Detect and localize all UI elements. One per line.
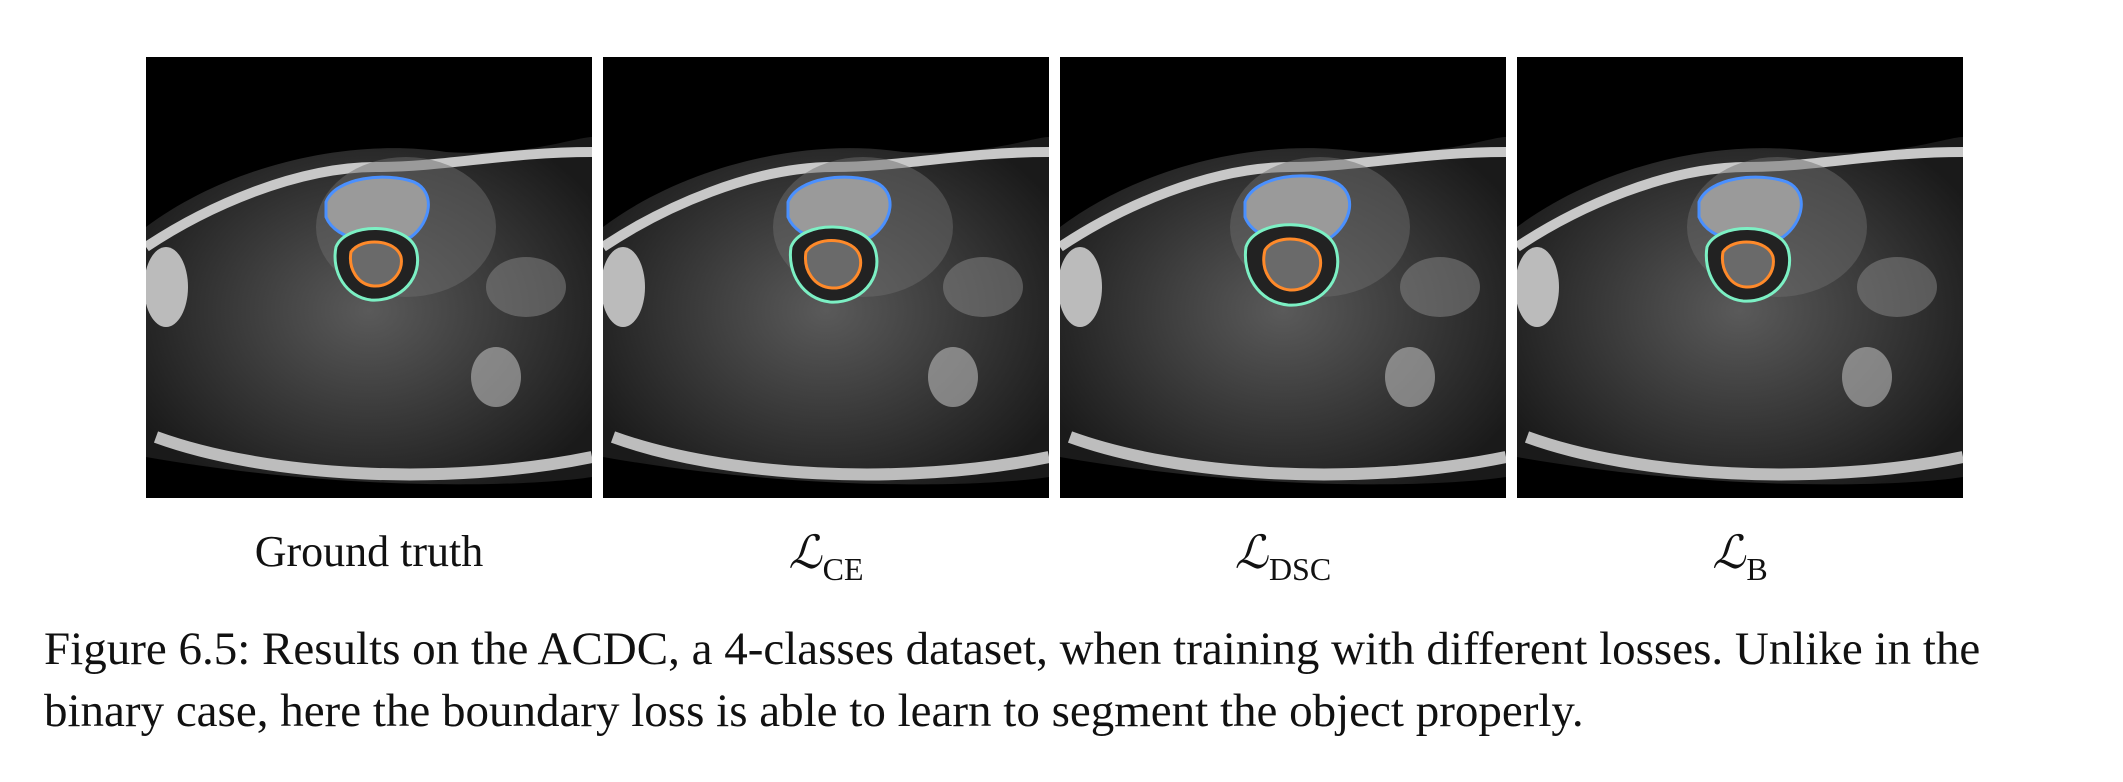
panel-label-ground-truth: Ground truth xyxy=(146,522,592,582)
loss-symbol: ℒ xyxy=(1712,525,1746,579)
loss-subscript: DSC xyxy=(1268,551,1332,587)
loss-subscript: B xyxy=(1746,551,1768,587)
mri-image-boundary xyxy=(1517,57,1963,498)
figure-caption: Figure 6.5: Results on the ACDC, a 4-cla… xyxy=(44,623,1981,737)
panel-label-ce: ℒCE xyxy=(603,522,1049,587)
loss-symbol: ℒ xyxy=(1234,525,1268,579)
loss-symbol: ℒ xyxy=(788,525,822,579)
mri-image-ce xyxy=(603,57,1049,498)
mri-panel-dsc xyxy=(1060,57,1506,498)
loss-subscript: CE xyxy=(822,551,864,587)
mri-panel-ground-truth xyxy=(146,57,592,498)
figure-panels: Ground truth ℒCE ℒDSC ℒB xyxy=(146,57,1963,587)
mri-image-ground-truth xyxy=(146,57,592,498)
mri-panel-boundary xyxy=(1517,57,1963,498)
panel-label-dsc: ℒDSC xyxy=(1060,522,1506,587)
mri-panel-ce xyxy=(603,57,1049,498)
label-text: Ground truth xyxy=(254,527,484,576)
panel-label-boundary: ℒB xyxy=(1517,522,1963,587)
mri-image-dsc xyxy=(1060,57,1506,498)
